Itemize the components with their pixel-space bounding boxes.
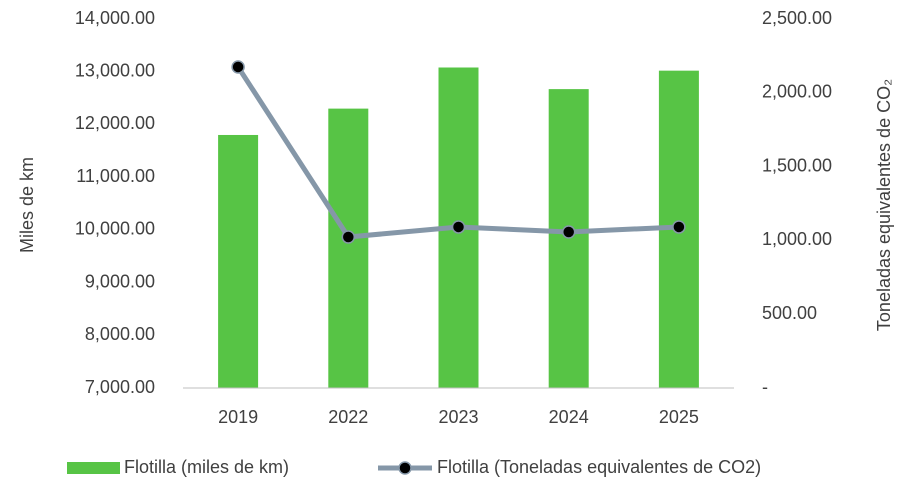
y-tick-label: 13,000.00 — [75, 60, 155, 80]
bar — [218, 134, 259, 388]
y2-tick-label: 1,000.00 — [762, 229, 832, 249]
y-axis-title: Miles de km — [17, 157, 37, 253]
x-tick-label: 2023 — [438, 407, 478, 427]
marker — [341, 230, 356, 244]
bar — [328, 108, 369, 388]
legend-marker — [398, 461, 412, 475]
x-tick-label: 2024 — [549, 407, 589, 427]
legend-label: Flotilla (miles de km) — [124, 457, 289, 477]
x-tick-label: 2022 — [328, 407, 368, 427]
marker — [672, 220, 686, 234]
y2-tick-label: 1,500.00 — [762, 155, 832, 175]
y-tick-label: 9,000.00 — [85, 271, 155, 291]
y2-tick-label: 2,500.00 — [762, 8, 832, 28]
marker — [231, 60, 245, 74]
y2-axis-title: Toneladas equivalentes de CO₂ — [874, 79, 894, 331]
y-tick-label: 11,000.00 — [76, 166, 155, 186]
y2-tick-label: 500.00 — [762, 303, 817, 323]
y-tick-label: 8,000.00 — [85, 324, 155, 344]
legend-swatch — [67, 462, 120, 474]
y-tick-label: 14,000.00 — [75, 8, 155, 28]
legend-label: Flotilla (Toneladas equivalentes de CO2) — [437, 457, 761, 477]
y-tick-label: 12,000.00 — [75, 113, 155, 133]
y-tick-label: 7,000.00 — [85, 377, 155, 397]
y-tick-label: 10,000.00 — [75, 219, 155, 239]
x-tick-label: 2025 — [659, 407, 699, 427]
y2-tick-label: 2,000.00 — [762, 82, 832, 102]
y2-tick-label: - — [762, 377, 768, 397]
marker — [451, 220, 466, 234]
marker — [561, 225, 576, 239]
x-tick-label: 2019 — [218, 407, 258, 427]
